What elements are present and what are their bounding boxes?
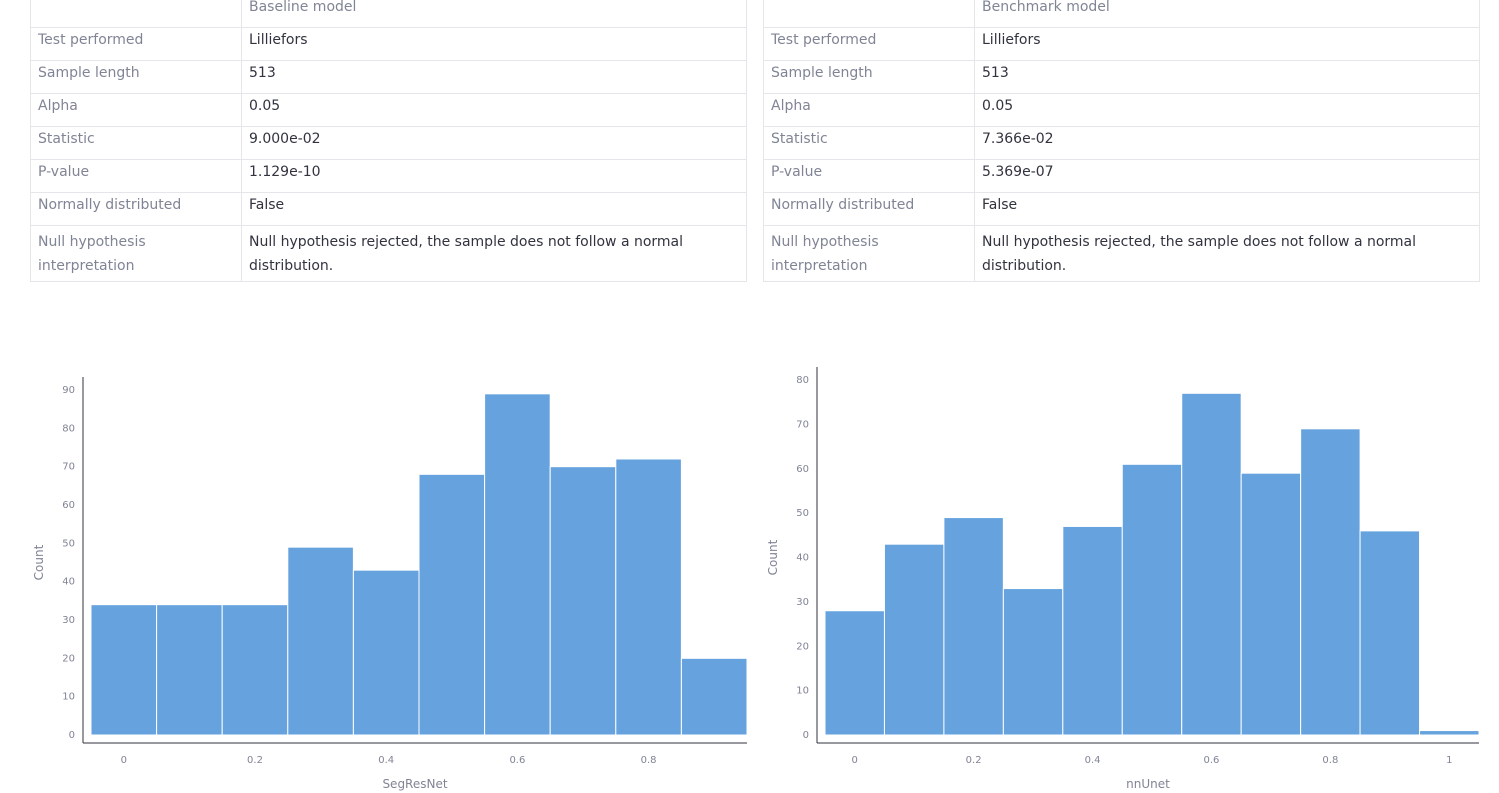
x-tick-label: 0.4 bbox=[1085, 755, 1101, 766]
x-axis-title: nnUnet bbox=[1126, 777, 1170, 791]
row-value: Null hypothesis rejected, the sample doe… bbox=[974, 225, 1480, 282]
y-tick-label: 20 bbox=[62, 653, 75, 664]
histogram-bar bbox=[1002, 588, 1064, 736]
histogram-bar bbox=[1181, 392, 1242, 736]
benchmark-stats-table: Benchmark model Test performed Lilliefors… bbox=[763, 0, 1480, 282]
y-axis-title: Count bbox=[766, 539, 780, 575]
y-tick-label: 80 bbox=[796, 375, 809, 386]
histogram-bar bbox=[680, 657, 748, 736]
y-tick-label: 0 bbox=[803, 730, 809, 741]
row-value: 1.129e-10 bbox=[241, 159, 747, 193]
histogram-bar bbox=[418, 473, 486, 736]
row-label: Null hypothesis interpretation bbox=[763, 225, 975, 282]
column-header: Benchmark model bbox=[974, 0, 1480, 28]
baseline-stats-table: Baseline model Test performed Lilliefors … bbox=[30, 0, 747, 282]
row-value: 0.05 bbox=[241, 93, 747, 127]
y-tick-label: 70 bbox=[796, 419, 809, 430]
row-value: 513 bbox=[974, 60, 1480, 94]
y-tick-label: 50 bbox=[796, 508, 809, 519]
row-value: False bbox=[974, 192, 1480, 226]
y-tick-label: 30 bbox=[62, 615, 75, 626]
row-label: Test performed bbox=[30, 27, 242, 61]
x-tick-label: 0.6 bbox=[1204, 755, 1220, 766]
y-tick-label: 20 bbox=[796, 641, 809, 652]
x-tick-label: 0 bbox=[852, 755, 858, 766]
histogram-bar bbox=[1121, 463, 1183, 736]
histogram-bar bbox=[1300, 428, 1361, 736]
x-tick-label: 0.2 bbox=[247, 755, 263, 766]
row-label: Alpha bbox=[30, 93, 242, 127]
histogram-bar bbox=[615, 458, 682, 736]
row-value: 9.000e-02 bbox=[241, 126, 747, 160]
y-tick-label: 70 bbox=[62, 462, 75, 473]
y-tick-label: 50 bbox=[62, 538, 75, 549]
row-label: P-value bbox=[763, 159, 975, 193]
row-label: Sample length bbox=[30, 60, 242, 94]
x-tick-label: 0.8 bbox=[1322, 755, 1338, 766]
histogram-bar bbox=[287, 546, 354, 736]
row-label: Statistic bbox=[30, 126, 242, 160]
histogram-bar bbox=[221, 604, 289, 736]
histogram-bar bbox=[156, 604, 223, 736]
row-label: Test performed bbox=[763, 27, 975, 61]
y-tick-label: 30 bbox=[796, 597, 809, 608]
y-tick-label: 0 bbox=[69, 730, 75, 741]
histogram-bar bbox=[943, 517, 1004, 736]
x-tick-label: 0.8 bbox=[641, 755, 657, 766]
histogram-bar bbox=[1240, 472, 1302, 736]
y-tick-label: 40 bbox=[62, 577, 75, 588]
row-label: P-value bbox=[30, 159, 242, 193]
y-tick-label: 80 bbox=[62, 423, 75, 434]
y-tick-label: 60 bbox=[62, 500, 75, 511]
x-tick-label: 1 bbox=[1446, 755, 1452, 766]
x-tick-label: 0.6 bbox=[509, 755, 525, 766]
x-tick-label: 0.2 bbox=[966, 755, 982, 766]
y-tick-label: 10 bbox=[62, 692, 75, 703]
row-value: Null hypothesis rejected, the sample doe… bbox=[241, 225, 747, 282]
histogram-bar bbox=[824, 610, 885, 736]
histogram-bar bbox=[1359, 530, 1421, 736]
histogram-bar bbox=[1062, 525, 1123, 736]
y-tick-label: 90 bbox=[62, 385, 75, 396]
histogram-bar bbox=[1419, 730, 1480, 736]
histogram-bar bbox=[883, 543, 945, 736]
y-axis-title: Count bbox=[32, 544, 46, 580]
row-value: False bbox=[241, 192, 747, 226]
x-tick-label: 0.4 bbox=[378, 755, 394, 766]
y-tick-label: 10 bbox=[796, 686, 809, 697]
row-label: Null hypothesis interpretation bbox=[30, 225, 242, 282]
x-axis-title: SegResNet bbox=[382, 777, 447, 791]
y-tick-label: 60 bbox=[796, 464, 809, 475]
row-label: Normally distributed bbox=[30, 192, 242, 226]
histogram-bar bbox=[549, 466, 617, 736]
x-tick-label: 0 bbox=[121, 755, 127, 766]
row-label: Normally distributed bbox=[763, 192, 975, 226]
y-tick-label: 40 bbox=[796, 553, 809, 564]
